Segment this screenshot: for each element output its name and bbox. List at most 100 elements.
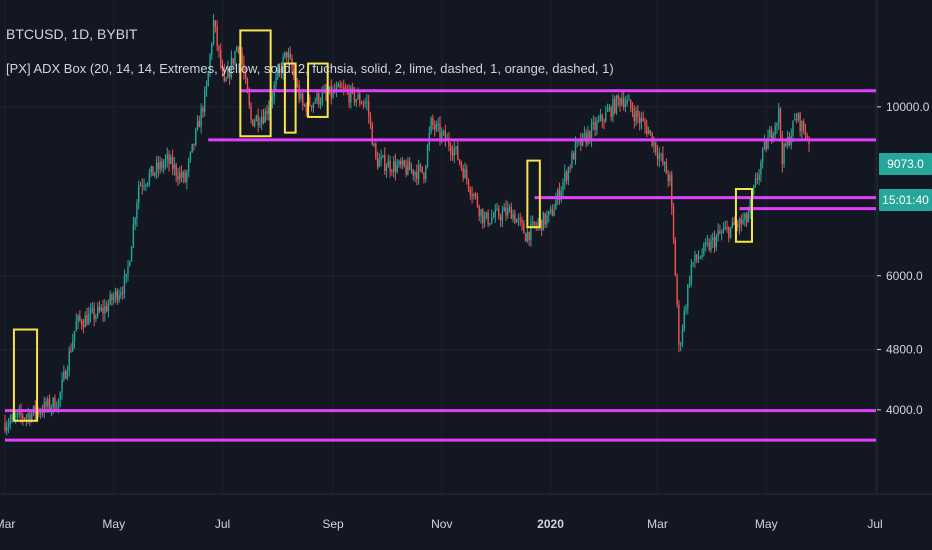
candle-up xyxy=(425,166,427,180)
candle-up xyxy=(763,141,766,149)
candle-down xyxy=(102,307,104,314)
candle-down xyxy=(180,172,183,178)
candle-up xyxy=(314,101,316,104)
candle-up xyxy=(212,20,215,44)
candle-up xyxy=(772,135,775,140)
candle-down xyxy=(726,227,728,229)
candle-up xyxy=(564,172,566,183)
candle-up xyxy=(195,129,197,145)
candle-down xyxy=(519,218,521,220)
candle-up xyxy=(608,107,611,111)
candle-down xyxy=(521,219,523,224)
candle-down xyxy=(309,97,311,106)
candle-down xyxy=(246,78,249,93)
indicator-legend[interactable]: [PX] ADX Box (20, 14, 14, Extremes, yell… xyxy=(6,61,614,76)
candle-up xyxy=(546,215,548,225)
candle-down xyxy=(460,163,463,168)
candle-down xyxy=(141,185,143,187)
candle-down xyxy=(423,172,425,180)
candle-up xyxy=(88,314,90,325)
candle-up xyxy=(694,254,696,262)
candle-up xyxy=(268,107,270,114)
candle-down xyxy=(54,397,56,411)
candle-up xyxy=(605,111,607,122)
candle-down xyxy=(482,209,484,223)
candle-up xyxy=(159,161,161,170)
candle-up xyxy=(747,212,750,223)
symbol-title[interactable]: BTCUSD, 1D, BYBIT xyxy=(6,26,138,42)
candle-up xyxy=(118,295,120,301)
candle-up xyxy=(489,223,491,225)
candle-up xyxy=(426,145,429,167)
candle-up xyxy=(778,108,780,123)
candle-up xyxy=(129,261,131,266)
time-axis[interactable]: Mar May Jul Sep Nov 2020 Mar May Jul xyxy=(0,493,932,531)
candle-down xyxy=(765,141,767,150)
candle-down xyxy=(389,160,391,172)
adx-boxes xyxy=(12,29,753,422)
candle-up xyxy=(31,413,33,422)
candle-up xyxy=(189,151,192,161)
candle-up xyxy=(27,413,29,417)
candle-down xyxy=(713,237,716,248)
adx-box xyxy=(734,188,753,243)
candle-down xyxy=(795,119,798,121)
candle-up xyxy=(480,209,482,216)
candle-up xyxy=(200,108,202,128)
candle-up xyxy=(496,208,498,210)
candle-up xyxy=(703,243,705,255)
candle-up xyxy=(138,186,140,203)
candle-down xyxy=(405,166,407,175)
candle-down xyxy=(594,122,596,130)
candle-up xyxy=(599,114,602,120)
candle-up xyxy=(526,231,529,242)
candle-down xyxy=(360,103,363,105)
candle-up xyxy=(688,282,691,285)
candle-down xyxy=(243,63,245,74)
candle-down xyxy=(48,399,51,410)
candle-up xyxy=(587,131,589,144)
candle-down xyxy=(348,91,350,103)
candle-up xyxy=(179,172,181,180)
candle-up xyxy=(485,212,488,218)
time-tick-label: May xyxy=(102,517,125,531)
price-axis[interactable]: 14000.0 10000.0 6000.0 4800.0 4000.0 xyxy=(876,0,930,494)
candle-up xyxy=(508,207,511,209)
candle-down xyxy=(285,51,288,58)
candle-down xyxy=(220,50,222,66)
candle-up xyxy=(385,167,388,171)
candle-up xyxy=(515,219,518,223)
candle-up xyxy=(100,307,102,311)
candle-down xyxy=(432,117,434,125)
candle-down xyxy=(79,315,81,321)
time-tick-label: Mar xyxy=(0,517,15,531)
candle-down xyxy=(310,105,313,108)
candle-up xyxy=(261,116,263,124)
candle-down xyxy=(371,123,373,146)
candle-up xyxy=(154,172,156,176)
candle-up xyxy=(532,221,534,223)
candle-down xyxy=(802,121,805,131)
time-tick-label: 2020 xyxy=(537,517,564,531)
candle-up xyxy=(742,219,744,224)
candle-down xyxy=(250,105,252,120)
candle-up xyxy=(186,171,188,182)
candle-up xyxy=(692,261,694,264)
candle-down xyxy=(728,227,730,238)
candle-up xyxy=(127,265,129,274)
candle-down xyxy=(408,161,411,171)
candle-up xyxy=(437,123,439,125)
candle-up xyxy=(277,70,279,78)
candle-up xyxy=(392,161,395,173)
candle-up xyxy=(606,110,609,112)
candle-up xyxy=(14,415,17,417)
candle-up xyxy=(517,218,520,220)
candle-down xyxy=(514,213,516,223)
candle-up xyxy=(583,133,586,135)
candle-down xyxy=(4,422,6,431)
candle-up xyxy=(109,294,111,304)
candle-down xyxy=(193,143,195,145)
candle-up xyxy=(455,146,457,149)
candle-up xyxy=(792,120,794,136)
